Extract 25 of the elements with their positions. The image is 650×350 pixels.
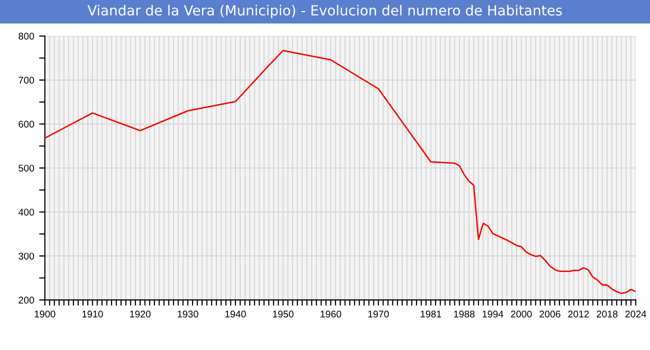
x-tick-label: 1988	[454, 310, 475, 318]
x-tick-label: 1930	[178, 310, 198, 318]
x-tick-label: 1900	[34, 310, 56, 318]
x-tick-label: 1994	[482, 310, 504, 318]
y-tick-label: 400	[18, 208, 34, 216]
y-tick-label: 700	[18, 76, 34, 84]
x-tick-label: 2024	[625, 310, 646, 318]
x-tick-label: 2018	[596, 310, 618, 318]
x-tick-label: 2006	[540, 310, 560, 318]
y-tick-label: 600	[18, 120, 34, 128]
line-series	[44, 50, 636, 294]
chart-title: Viandar de la Vera (Municipio) - Evolucion del numero de Habitantes	[88, 4, 562, 18]
x-tick-label: 2012	[568, 310, 589, 318]
x-tick-label: 1950	[273, 310, 294, 318]
y-tick-label: 200	[18, 296, 34, 304]
x-tick-label: 1940	[225, 310, 246, 318]
x-tick-label: 1920	[130, 310, 151, 318]
y-tick-label: 800	[18, 32, 34, 40]
x-tick-label: 1981	[420, 310, 442, 318]
x-tick-label: 1970	[368, 310, 389, 318]
x-tick-label: 1910	[82, 310, 103, 318]
y-tick-label: 500	[18, 164, 34, 172]
x-tick-label: 2000	[511, 310, 532, 318]
y-tick-label: 300	[18, 252, 34, 260]
x-tick-label: 1960	[320, 310, 342, 318]
